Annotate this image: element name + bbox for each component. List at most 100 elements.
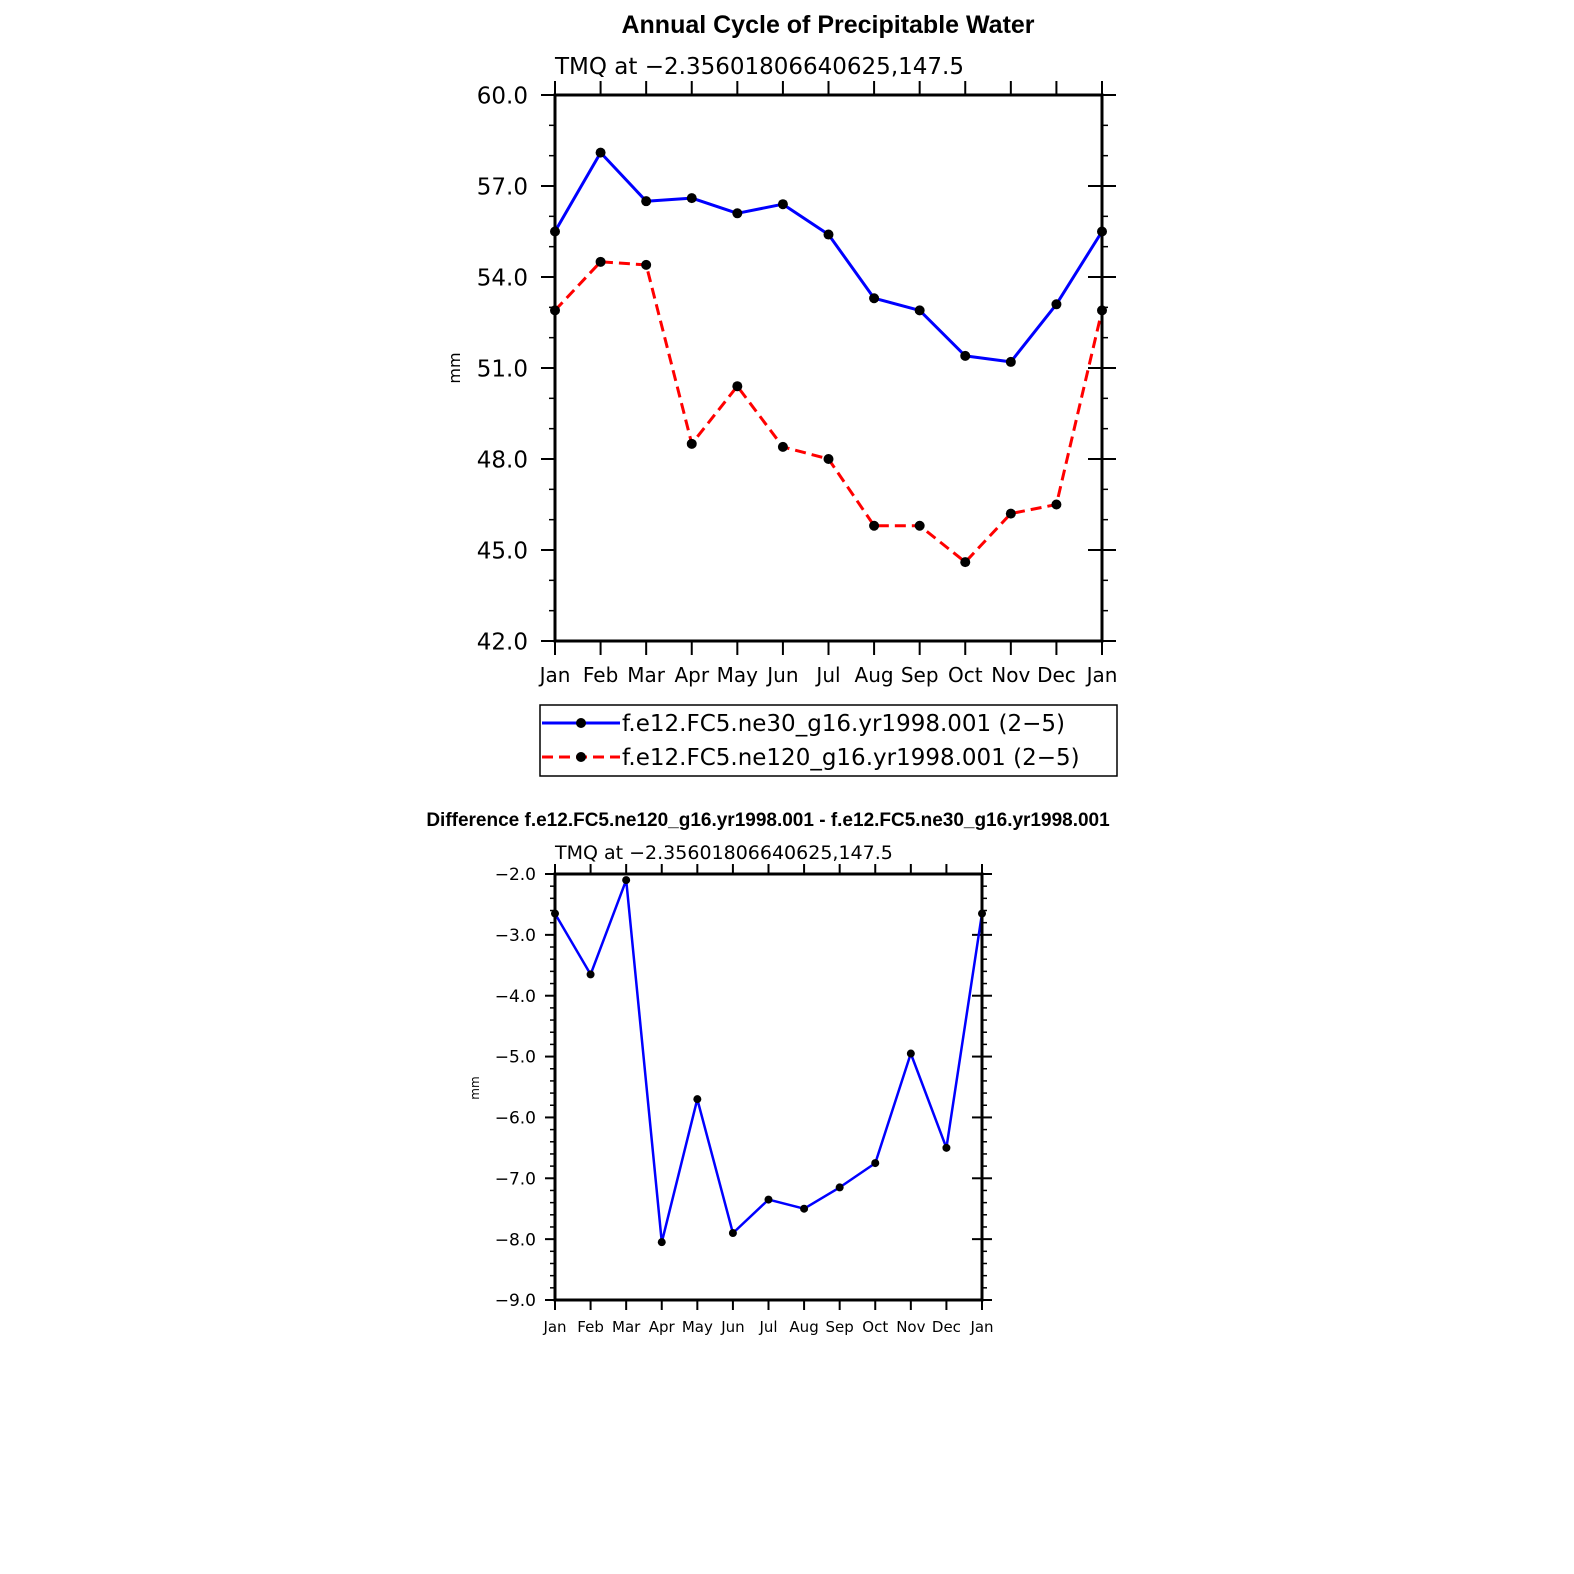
legend-label-ne30: f.e12.FC5.ne30_g16.yr1998.001 (2−5) bbox=[622, 711, 1065, 737]
x-tick-label: Apr bbox=[649, 1318, 676, 1336]
y-tick-label: −6.0 bbox=[495, 1109, 536, 1129]
x-tick-label: Jun bbox=[765, 663, 798, 687]
data-point-1-8 bbox=[914, 520, 925, 531]
chart1-legend: f.e12.FC5.ne30_g16.yr1998.001 (2−5) f.e1… bbox=[539, 704, 1118, 777]
x-tick-label: Apr bbox=[674, 663, 709, 687]
y-tick-label: −9.0 bbox=[495, 1291, 536, 1311]
y-tick-label: −2.0 bbox=[495, 865, 536, 885]
data-point-0-4 bbox=[693, 1095, 702, 1104]
chart1-subtitle: TMQ at −2.35601806640625,147.5 bbox=[554, 54, 964, 80]
data-point-0-5 bbox=[777, 199, 788, 210]
y-tick-label: −3.0 bbox=[495, 926, 536, 946]
legend-item-ne30: f.e12.FC5.ne30_g16.yr1998.001 (2−5) bbox=[542, 711, 1065, 737]
x-tick-label: Jan bbox=[1085, 663, 1118, 687]
x-tick-label: Jan bbox=[969, 1318, 993, 1336]
y-tick-label: 54.0 bbox=[477, 265, 528, 291]
y-tick-label: 51.0 bbox=[477, 356, 528, 382]
data-point-0-3 bbox=[686, 193, 697, 204]
x-tick-label: Aug bbox=[789, 1318, 818, 1336]
chart2-title: Difference f.e12.FC5.ne120_g16.yr1998.00… bbox=[426, 810, 1110, 831]
data-point-0-11 bbox=[942, 1143, 951, 1152]
y-tick-label: −7.0 bbox=[495, 1169, 536, 1189]
chart2-y-axis-label: mm bbox=[468, 1076, 482, 1099]
data-point-1-2 bbox=[641, 259, 652, 270]
data-point-0-3 bbox=[657, 1238, 666, 1247]
chart2-x-tick-labels: Jan Feb Mar Apr May Jun Jul Aug Sep Oct Nov Dec Jan bbox=[542, 1318, 993, 1336]
legend-label-ne120: f.e12.FC5.ne120_g16.yr1998.001 (2−5) bbox=[622, 745, 1080, 771]
series-line-0 bbox=[553, 151, 1104, 364]
x-tick-label: Dec bbox=[932, 1318, 961, 1336]
data-point-1-3 bbox=[686, 438, 697, 449]
data-point-1-4 bbox=[732, 381, 743, 392]
data-point-0-7 bbox=[800, 1204, 809, 1213]
legend-box bbox=[539, 704, 1118, 777]
x-tick-label: Feb bbox=[583, 663, 618, 687]
chart2-axes bbox=[545, 864, 992, 1310]
data-point-1-5 bbox=[777, 441, 788, 452]
chart1-x-tick-labels: Jan Feb Mar Apr May Jun Jul Aug Sep Oct Nov Dec Jan bbox=[538, 663, 1118, 687]
data-point-0-8 bbox=[835, 1183, 844, 1192]
chart2-series bbox=[551, 876, 986, 1247]
data-point-0-10 bbox=[1005, 356, 1016, 367]
data-point-0-8 bbox=[914, 305, 925, 316]
x-tick-label: May bbox=[717, 663, 759, 687]
data-point-0-1 bbox=[586, 970, 595, 979]
x-tick-label: Jun bbox=[720, 1318, 744, 1336]
x-tick-label: Jul bbox=[814, 663, 840, 687]
x-tick-label: Mar bbox=[612, 1318, 641, 1336]
legend-marker-ne30 bbox=[576, 718, 586, 728]
data-point-1-10 bbox=[1005, 508, 1016, 519]
legend-item-ne120: f.e12.FC5.ne120_g16.yr1998.001 (2−5) bbox=[542, 745, 1080, 771]
y-tick-label: 60.0 bbox=[477, 83, 528, 109]
x-tick-label: Aug bbox=[855, 663, 894, 687]
y-tick-label: 48.0 bbox=[477, 447, 528, 473]
x-tick-label: Jan bbox=[538, 663, 571, 687]
data-point-0-6 bbox=[764, 1195, 773, 1204]
data-point-0-2 bbox=[641, 196, 652, 207]
chart1-axes-frame bbox=[553, 93, 1104, 643]
annual-cycle-chart: Annual Cycle of Precipitable Water TMQ a… bbox=[445, 11, 1118, 777]
data-point-0-10 bbox=[906, 1049, 915, 1058]
difference-chart: Difference f.e12.FC5.ne120_g16.yr1998.00… bbox=[426, 810, 1110, 1336]
data-point-0-2 bbox=[622, 876, 631, 885]
chart2-subtitle: TMQ at −2.35601806640625,147.5 bbox=[554, 842, 893, 864]
chart2-y-tick-labels: −9.0 −8.0 −7.0 −6.0 −5.0 −4.0 −3.0 −2.0 bbox=[495, 865, 536, 1311]
x-tick-label: Oct bbox=[862, 1318, 888, 1336]
chart1-title: Annual Cycle of Precipitable Water bbox=[621, 11, 1034, 39]
x-tick-label: Dec bbox=[1037, 663, 1076, 687]
data-point-1-6 bbox=[823, 454, 834, 464]
x-tick-label: May bbox=[682, 1318, 713, 1336]
y-tick-label: 57.0 bbox=[477, 174, 528, 200]
x-tick-label: Mar bbox=[627, 663, 666, 687]
x-tick-label: Nov bbox=[991, 663, 1030, 687]
y-tick-label: 45.0 bbox=[477, 538, 528, 564]
y-tick-label: −4.0 bbox=[495, 987, 536, 1007]
y-tick-label: 42.0 bbox=[477, 629, 528, 655]
x-tick-label: Nov bbox=[896, 1318, 925, 1336]
x-tick-label: Jul bbox=[758, 1318, 777, 1336]
x-tick-label: Jan bbox=[542, 1318, 566, 1336]
y-tick-label: −5.0 bbox=[495, 1048, 536, 1068]
data-point-0-5 bbox=[728, 1229, 737, 1238]
legend-marker-ne120 bbox=[576, 752, 586, 762]
data-point-1-7 bbox=[869, 520, 880, 531]
data-point-0-1 bbox=[595, 147, 606, 158]
data-point-1-11 bbox=[1051, 499, 1062, 510]
x-tick-label: Sep bbox=[901, 663, 939, 687]
x-tick-label: Sep bbox=[826, 1318, 854, 1336]
data-point-1-9 bbox=[960, 557, 971, 568]
x-tick-label: Oct bbox=[948, 663, 983, 687]
chart1-y-tick-labels: 42.0 45.0 48.0 51.0 54.0 57.0 60.0 bbox=[477, 83, 528, 655]
chart1-axes bbox=[541, 81, 1116, 655]
x-tick-label: Feb bbox=[577, 1318, 604, 1336]
series-line-0 bbox=[553, 878, 984, 1244]
data-point-0-6 bbox=[823, 229, 834, 240]
data-point-0-9 bbox=[960, 350, 971, 361]
data-point-0-9 bbox=[871, 1159, 880, 1168]
chart1-series bbox=[550, 147, 1107, 568]
chart1-y-axis-label: mm bbox=[445, 352, 464, 383]
data-point-1-1 bbox=[595, 256, 606, 267]
data-point-0-7 bbox=[869, 293, 880, 304]
y-tick-label: −8.0 bbox=[495, 1230, 536, 1250]
